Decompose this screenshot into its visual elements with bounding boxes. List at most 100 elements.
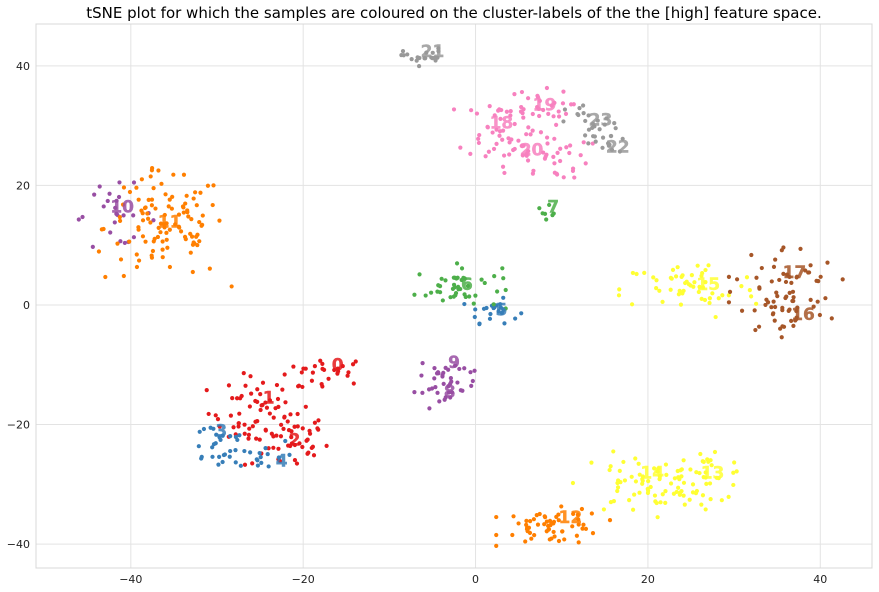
cluster-17-point	[749, 252, 754, 258]
cluster-14-point	[663, 489, 668, 494]
cluster-8-point	[448, 395, 453, 400]
cluster-17-point	[783, 279, 789, 285]
cluster-20-point	[541, 150, 546, 155]
cluster-7-point	[550, 213, 555, 218]
cluster-11-point	[189, 234, 195, 239]
cluster-15-point	[749, 294, 754, 299]
cluster-14-point	[636, 461, 641, 466]
cluster-15-point	[642, 270, 647, 275]
cluster-12-point	[494, 532, 499, 538]
cluster-5-point	[477, 321, 482, 327]
cluster-5-point	[481, 306, 487, 311]
cluster-17-point	[759, 265, 764, 271]
cluster-6-point	[459, 266, 465, 271]
cluster-3-point	[214, 432, 219, 437]
cluster-19-point	[544, 85, 550, 91]
cluster-16-point	[756, 324, 762, 329]
cluster-10-point	[131, 180, 137, 185]
cluster-18-point	[492, 113, 497, 118]
cluster-6-point	[495, 289, 500, 294]
x-tick-label: 40	[813, 573, 827, 586]
cluster-11-point	[156, 225, 161, 230]
cluster-1-point	[312, 420, 318, 425]
cluster-6-point	[456, 284, 461, 289]
cluster-13-point	[704, 481, 709, 486]
cluster-19-point	[512, 92, 517, 97]
cluster-15-point	[702, 297, 708, 303]
cluster-13-point	[731, 470, 736, 475]
cluster-11-point	[134, 264, 140, 270]
cluster-11-point	[173, 222, 178, 227]
cluster-label-16: 16	[791, 305, 815, 325]
cluster-15-point	[654, 286, 659, 291]
cluster-12-point	[529, 536, 534, 541]
cluster-12-point	[524, 522, 529, 528]
cluster-14-point	[601, 507, 607, 512]
cluster-17-point	[769, 279, 774, 284]
cluster-12-point	[590, 531, 596, 536]
cluster-1-point	[258, 392, 263, 397]
cluster-12-point	[532, 533, 537, 538]
cluster-14-point	[622, 478, 628, 483]
cluster-13-point	[694, 488, 699, 494]
cluster-18-point	[538, 130, 544, 135]
cluster-18-point	[485, 124, 490, 129]
cluster-1-point	[267, 398, 273, 403]
cluster-8-point	[442, 397, 447, 402]
cluster-13-point	[694, 470, 699, 475]
cluster-1-point	[274, 382, 280, 388]
cluster-22-point	[593, 139, 598, 144]
cluster-11-point	[189, 217, 194, 222]
cluster-9-point	[440, 374, 445, 379]
cluster-20-point	[530, 171, 536, 176]
cluster-12-point	[589, 511, 594, 516]
cluster-11-point	[139, 177, 144, 182]
cluster-20-point	[572, 175, 577, 180]
cluster-2-point	[297, 441, 302, 446]
cluster-4-point	[220, 459, 225, 465]
cluster-1-point	[237, 411, 242, 416]
cluster-15-point	[657, 288, 662, 293]
cluster-2-point	[246, 436, 251, 441]
cluster-12-point	[583, 526, 589, 531]
cluster-20-point	[564, 145, 569, 150]
cluster-11-point	[163, 192, 168, 197]
cluster-16-point	[771, 311, 776, 316]
cluster-8-point	[470, 378, 475, 384]
cluster-14-point	[611, 449, 616, 454]
cluster-16-point	[815, 299, 820, 304]
cluster-11-point	[181, 205, 186, 210]
cluster-12-point	[523, 539, 528, 544]
cluster-17-point	[784, 272, 790, 277]
cluster-20-point	[501, 153, 507, 158]
cluster-20-point	[567, 150, 572, 156]
cluster-21-point	[424, 50, 429, 55]
cluster-1-point	[295, 411, 300, 417]
cluster-19-point	[530, 111, 535, 117]
cluster-11-point	[121, 185, 127, 190]
cluster-3-point	[235, 437, 240, 443]
cluster-3-point	[199, 456, 204, 461]
cluster-11-point	[169, 206, 174, 211]
cluster-13-point	[663, 462, 669, 467]
cluster-22-point	[600, 135, 606, 140]
cluster-18-point	[524, 132, 529, 137]
cluster-2-point	[282, 415, 287, 420]
cluster-6-point	[473, 293, 478, 298]
cluster-0-point	[309, 378, 315, 383]
cluster-17-point	[727, 289, 733, 295]
cluster-23-point	[583, 118, 588, 124]
cluster-6-point	[465, 283, 470, 289]
cluster-10-point	[107, 191, 112, 196]
cluster-6-point	[501, 276, 506, 281]
cluster-14-point	[655, 515, 660, 520]
cluster-11-point	[200, 222, 205, 227]
cluster-0-point	[350, 362, 356, 367]
cluster-12-point	[531, 517, 537, 522]
cluster-6-point	[491, 302, 496, 307]
cluster-14-point	[632, 492, 637, 497]
cluster-11-point	[194, 234, 199, 239]
cluster-20-point	[542, 156, 548, 161]
cluster-3-point	[211, 426, 216, 431]
cluster-15-point	[669, 276, 674, 281]
